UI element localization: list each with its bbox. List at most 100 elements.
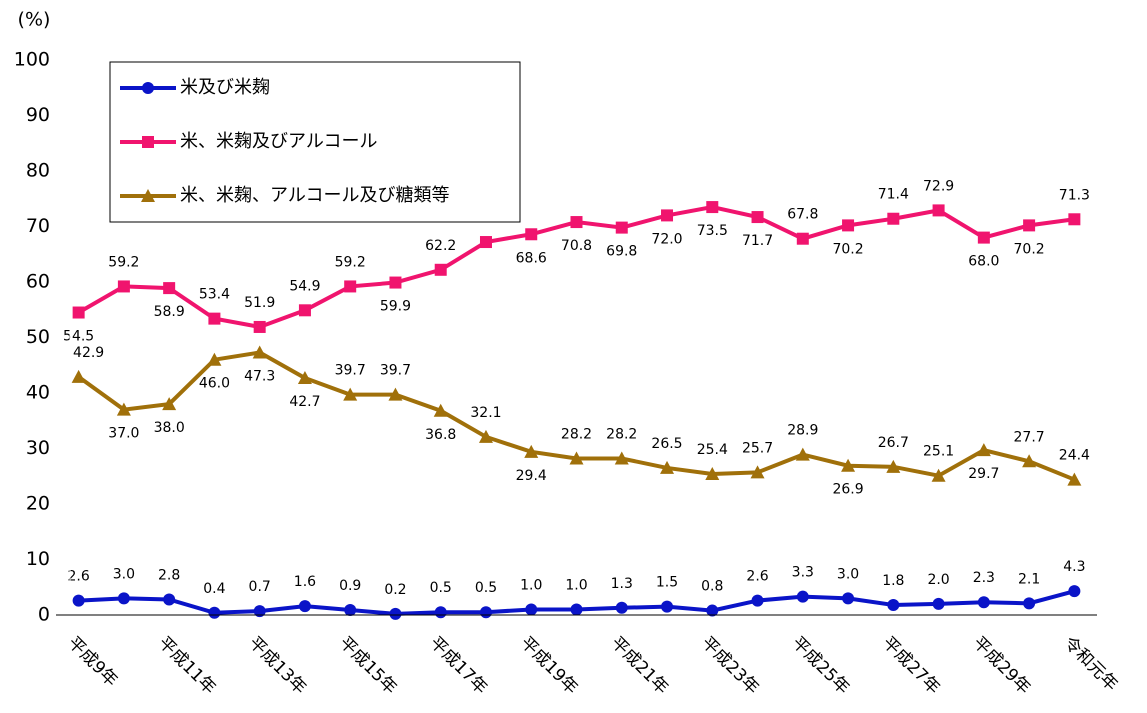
point: [570, 603, 583, 616]
legend-label: 米、米麹、アルコール及び糖類等: [180, 185, 449, 206]
y-tick-label: 60: [26, 271, 50, 293]
y-tick-label: 90: [26, 104, 50, 126]
value-label: 29.4: [516, 468, 547, 484]
point: [751, 594, 764, 607]
point: [72, 594, 85, 607]
point: [525, 603, 538, 616]
x-tick-label: 平成13年: [245, 633, 311, 699]
value-label: 54.9: [289, 278, 320, 294]
point: [569, 451, 584, 465]
point: [141, 189, 155, 202]
point: [1023, 219, 1036, 232]
value-label: 28.9: [787, 423, 818, 439]
point: [751, 211, 764, 224]
point: [434, 263, 447, 276]
point: [795, 447, 810, 461]
value-label: 51.9: [244, 295, 275, 311]
value-label: 73.5: [697, 223, 728, 239]
point: [932, 204, 945, 217]
point: [116, 402, 131, 416]
value-label: 59.2: [335, 254, 366, 270]
value-label: 71.3: [1059, 187, 1090, 203]
value-label: 1.3: [611, 576, 633, 592]
y-tick-label: 10: [26, 548, 50, 570]
legend-box: [109, 61, 521, 223]
value-label: 42.9: [73, 345, 104, 361]
x-tick-label: 令和元年: [1059, 633, 1121, 695]
y-tick-label: 70: [26, 215, 50, 237]
value-label: 70.2: [1014, 241, 1045, 257]
x-tick-label: 平成19年: [516, 633, 582, 699]
value-label: 4.3: [1063, 559, 1085, 575]
y-tick-label: 0: [38, 604, 50, 626]
value-label: 59.9: [380, 299, 411, 315]
point: [977, 596, 990, 609]
value-label: 0.5: [475, 580, 497, 596]
point: [433, 403, 448, 417]
value-label: 28.2: [606, 426, 637, 442]
y-tick-label: 30: [26, 437, 50, 459]
series: [71, 345, 1082, 486]
value-label: 72.0: [651, 231, 682, 247]
point: [525, 228, 538, 241]
value-label: 3.0: [113, 566, 135, 582]
value-label: 32.1: [470, 405, 501, 421]
value-label: 25.1: [923, 444, 954, 460]
point: [524, 444, 539, 458]
point: [142, 136, 154, 148]
point: [434, 606, 447, 619]
point: [750, 465, 765, 479]
point: [1022, 454, 1037, 468]
y-tick-label: 80: [26, 160, 50, 182]
value-label: 71.4: [878, 187, 909, 203]
point: [298, 304, 311, 317]
point: [931, 468, 946, 482]
value-label: 2.1: [1018, 571, 1040, 587]
value-label: 53.4: [199, 287, 230, 303]
point: [841, 458, 856, 472]
value-label: 1.8: [882, 573, 904, 589]
value-label: 25.4: [697, 442, 728, 458]
point: [977, 231, 990, 244]
value-label: 2.8: [158, 567, 180, 583]
value-label: 25.7: [742, 440, 773, 456]
value-label: 2.0: [927, 572, 949, 588]
legend-label: 米及び米麹: [180, 77, 270, 98]
value-label: 62.2: [425, 238, 456, 254]
value-label: 0.5: [430, 580, 452, 596]
point: [796, 590, 809, 603]
value-label: 72.9: [923, 178, 954, 194]
point: [389, 276, 402, 289]
value-label: 2.3: [973, 570, 995, 586]
point: [207, 352, 222, 366]
point: [389, 607, 402, 620]
value-label: 26.5: [651, 436, 682, 452]
value-label: 70.8: [561, 238, 592, 254]
y-tick-label: 40: [26, 382, 50, 404]
point: [661, 209, 674, 222]
x-tick-label: 平成27年: [878, 633, 944, 699]
value-label: 2.6: [746, 569, 768, 585]
value-label: 3.0: [837, 566, 859, 582]
value-label: 26.7: [878, 435, 909, 451]
point: [163, 593, 176, 606]
legend-label: 米、米麹及びアルコール: [180, 131, 377, 152]
point: [706, 604, 719, 617]
y-axis-label: (%): [18, 9, 51, 31]
point: [706, 201, 719, 214]
x-tick-label: 平成21年: [607, 633, 673, 699]
value-label: 24.4: [1059, 448, 1090, 464]
value-label: 26.9: [832, 482, 863, 498]
value-label: 0.7: [249, 579, 271, 595]
point: [388, 387, 403, 401]
point: [72, 306, 85, 319]
value-label: 36.8: [425, 427, 456, 443]
point: [478, 429, 493, 443]
point: [343, 387, 358, 401]
x-tick-label: 平成15年: [335, 633, 401, 699]
value-label: 69.8: [606, 244, 637, 260]
value-label: 37.0: [108, 426, 139, 442]
point: [479, 236, 492, 249]
point: [208, 312, 221, 325]
